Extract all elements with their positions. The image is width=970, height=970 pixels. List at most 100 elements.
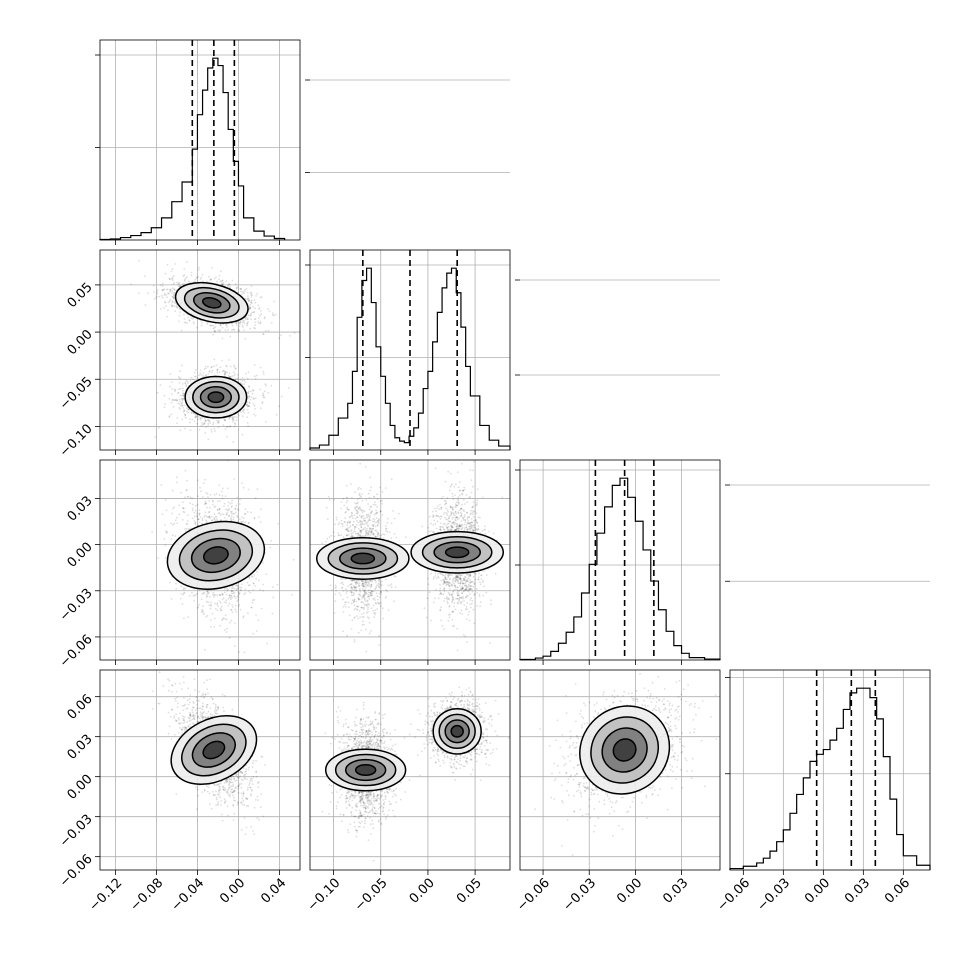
ytick-label-row3-3: 0.03	[65, 732, 96, 763]
density-1-3-contour-1-2	[444, 719, 470, 744]
density-0-1-contour-1-1	[192, 380, 240, 414]
density-0-3-contour-0-3	[202, 740, 226, 760]
xtick-label-col2-2: 0.00	[614, 876, 645, 907]
density-1-3-contour-0-0	[324, 748, 407, 792]
density-2-3-contour-0-3	[612, 738, 637, 762]
hist-1-steps	[309, 267, 511, 450]
density-panel-2-3	[519, 669, 721, 875]
xtick-label-col0-0: −0.12	[87, 876, 126, 915]
density-0-2-frame	[99, 459, 301, 661]
density-0-1-content	[100, 250, 300, 450]
density-0-2-contour-0-3	[202, 546, 229, 565]
density-2-3-content	[520, 670, 720, 870]
ytick-label-row2-2: 0.00	[65, 540, 96, 571]
density-1-3-contour-0-2	[344, 758, 387, 782]
density-1-3-fill-1-3	[451, 725, 464, 738]
density-0-1-fill-1-3	[208, 391, 224, 403]
density-2-3-contour-0-0	[579, 705, 671, 795]
density-1-3-contour-1-1	[438, 713, 476, 750]
ytick-label-row2-3: 0.03	[65, 494, 96, 525]
density-panel-1-3	[309, 669, 511, 875]
density-1-2-frame	[309, 459, 511, 661]
density-1-2-contour-1-1	[421, 535, 493, 569]
density-1-2-contour-0-3	[350, 552, 376, 565]
hist-0-steps	[99, 57, 286, 241]
density-1-2-contour-0-1	[327, 542, 399, 575]
xtick-label-col1-1: −0.05	[352, 876, 391, 915]
density-0-3-contour-0-1	[181, 723, 247, 777]
hist-panel-2	[515, 279, 721, 665]
xtick-label-col1-3: 0.05	[454, 876, 485, 907]
density-0-3-contour-0-0	[170, 714, 258, 786]
density-0-3-frame	[99, 669, 301, 871]
ytick-label-row1-3: 0.05	[65, 280, 96, 311]
density-1-2-contour-0-2	[339, 547, 387, 570]
density-panel-1-2	[309, 459, 511, 665]
density-1-3-content	[310, 670, 510, 870]
xtick-label-col2-1: −0.03	[560, 876, 599, 915]
density-1-2-content	[310, 460, 510, 660]
density-0-1-contour-0-2	[192, 292, 231, 314]
xtick-label-col3-3: 0.03	[842, 876, 873, 907]
density-0-2-content	[100, 460, 300, 660]
density-2-3-contour-0-2	[601, 727, 648, 773]
xtick-label-col1-2: 0.00	[407, 876, 438, 907]
density-1-3-frame	[309, 669, 511, 871]
hist-panel-1	[305, 79, 511, 455]
density-0-2-contour-0-1	[178, 529, 254, 582]
density-1-2-contour-0-0	[315, 536, 410, 580]
hist-panel-0	[95, 39, 301, 245]
density-0-1-contour-0-1	[183, 286, 240, 319]
density-panel-0-1	[95, 249, 301, 455]
density-1-3-contour-1-3	[450, 724, 464, 738]
ytick-label-row2-1: −0.03	[57, 586, 96, 625]
density-2-3-contour-0-1	[590, 716, 660, 784]
hist-2-frame	[519, 459, 721, 661]
xtick-label-col3-1: −0.03	[754, 876, 793, 915]
density-panel-0-3	[95, 669, 301, 875]
density-1-3-contour-1-0	[432, 707, 482, 755]
ytick-label-row1-2: 0.00	[65, 327, 96, 358]
density-1-2-contour-1-2	[433, 541, 481, 564]
xtick-label-col0-1: −0.08	[128, 876, 167, 915]
density-0-2-fill-0-3	[203, 546, 229, 564]
hist-3-frame	[729, 669, 931, 871]
density-0-1-frame	[99, 249, 301, 451]
ytick-label-row1-1: −0.05	[57, 374, 96, 413]
xtick-label-col0-2: −0.04	[169, 876, 208, 915]
density-0-1-fill-0-3	[202, 297, 221, 308]
density-0-3-contour-0-2	[191, 732, 236, 768]
density-0-1-contour-1-0	[184, 375, 248, 419]
density-0-1-contour-1-2	[199, 386, 233, 409]
hist-1-frame	[309, 249, 511, 451]
density-1-2-contour-1-3	[444, 546, 470, 559]
density-0-3-content	[100, 670, 300, 870]
xtick-label-col2-3: 0.03	[660, 876, 691, 907]
xtick-label-col0-4: 0.04	[258, 876, 289, 907]
density-0-2-contour-0-0	[166, 520, 266, 590]
density-panel-0-2	[95, 459, 301, 665]
xtick-label-col3-0: −0.06	[714, 876, 753, 915]
density-1-3-contour-0-1	[334, 753, 397, 787]
density-0-1-contour-0-3	[201, 297, 222, 309]
hist-3-steps	[729, 687, 931, 870]
density-1-3-contour-0-3	[354, 764, 377, 776]
xtick-label-col1-0: −0.10	[305, 876, 344, 915]
density-0-1-contour-1-3	[207, 391, 225, 404]
xtick-label-col3-2: 0.00	[802, 876, 833, 907]
ytick-label-row3-0: −0.06	[57, 852, 96, 891]
ytick-label-row2-0: −0.06	[57, 632, 96, 671]
density-0-2-contour-0-2	[190, 537, 241, 574]
density-0-1-contour-0-0	[174, 281, 249, 324]
ytick-label-row3-2: 0.00	[65, 772, 96, 803]
hist-panel-3	[725, 484, 931, 875]
density-2-3-frame	[519, 669, 721, 871]
ytick-label-row3-1: −0.03	[57, 812, 96, 851]
density-1-2-fill-0-3	[351, 553, 375, 564]
hist-2-steps	[519, 477, 721, 661]
density-1-2-contour-1-0	[410, 530, 505, 574]
ytick-label-row3-4: 0.06	[65, 692, 96, 723]
xtick-label-col2-0: −0.06	[514, 876, 553, 915]
density-0-3-fill-0-3	[203, 741, 225, 759]
